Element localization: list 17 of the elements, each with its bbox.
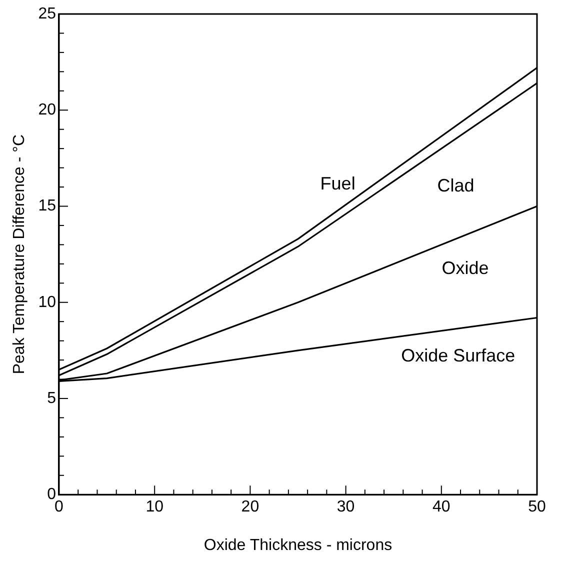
x-tick-label: 50 (528, 498, 546, 516)
series-label: Fuel (320, 174, 356, 194)
y-tick-label: 25 (38, 5, 56, 22)
y-tick-label: 20 (38, 102, 56, 119)
x-tick-label: 40 (432, 498, 450, 516)
x-axis-title: Oxide Thickness - microns (204, 536, 392, 554)
x-tick-label: 20 (241, 498, 260, 516)
y-tick-label: 10 (38, 294, 56, 311)
y-tick-label: 15 (38, 198, 56, 215)
series-label: Oxide (442, 258, 489, 278)
series-label: Oxide Surface (401, 345, 516, 366)
y-axis-title: Peak Temperature Difference - °C (11, 134, 28, 374)
x-tick-label: 10 (146, 498, 164, 516)
y-tick-label: 0 (47, 486, 56, 504)
series-label: Clad (437, 176, 474, 196)
x-tick-label: 30 (336, 498, 355, 516)
y-tick-label: 5 (47, 390, 56, 407)
